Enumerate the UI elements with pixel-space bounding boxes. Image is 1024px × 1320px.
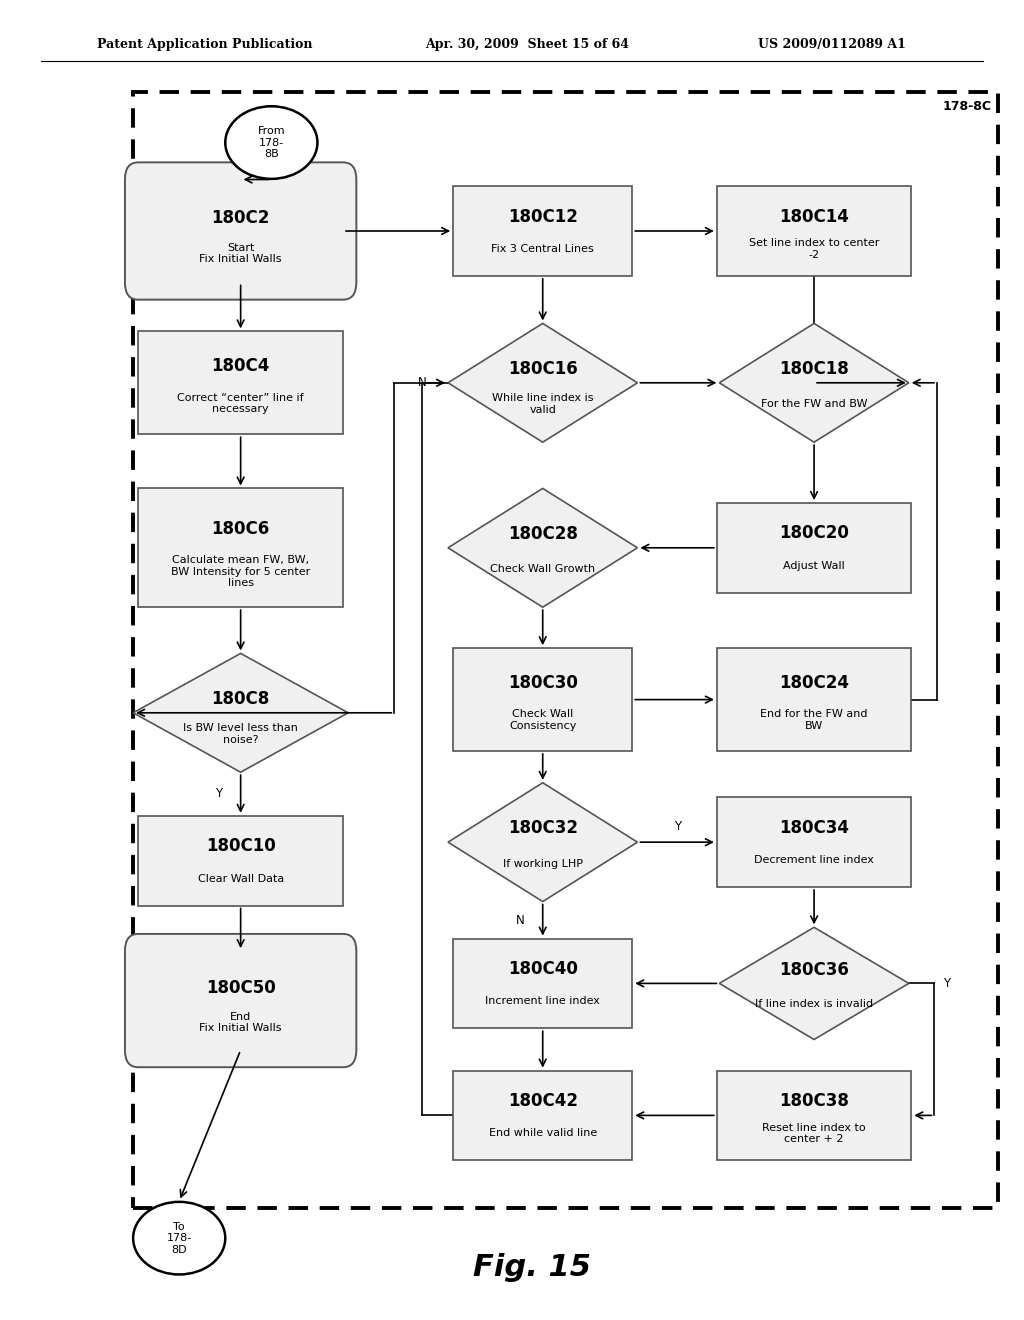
Text: Decrement line index: Decrement line index [754,855,874,865]
Text: 180C16: 180C16 [508,359,578,378]
Text: For the FW and BW: For the FW and BW [761,399,867,409]
Text: 180C10: 180C10 [206,837,275,855]
Text: Patent Application Publication: Patent Application Publication [97,38,312,51]
Text: Y: Y [943,977,950,990]
Text: If line index is invalid: If line index is invalid [755,999,873,1008]
Text: While line index is
valid: While line index is valid [492,393,594,414]
Text: Adjust Wall: Adjust Wall [783,561,845,570]
Polygon shape [449,783,637,902]
Text: 180C2: 180C2 [211,209,270,227]
FancyBboxPatch shape [717,1071,911,1160]
Text: End for the FW and
BW: End for the FW and BW [761,709,867,731]
Text: 180C6: 180C6 [212,520,269,537]
Text: From
178-
8B: From 178- 8B [258,125,285,160]
FancyBboxPatch shape [125,162,356,300]
Text: Set line index to center
-2: Set line index to center -2 [749,238,880,260]
Text: 180C12: 180C12 [508,207,578,226]
Text: 180C42: 180C42 [508,1092,578,1110]
Polygon shape [719,323,909,442]
Text: To
178-
8D: To 178- 8D [167,1221,191,1255]
Text: 180C20: 180C20 [779,524,849,543]
Text: Check Wall Growth: Check Wall Growth [490,564,595,574]
Polygon shape [133,653,348,772]
FancyBboxPatch shape [717,186,911,276]
Text: 180C40: 180C40 [508,960,578,978]
FancyBboxPatch shape [717,503,911,593]
Text: Calculate mean FW, BW,
BW Intensity for 5 center
lines: Calculate mean FW, BW, BW Intensity for … [171,554,310,589]
Text: US 2009/0112089 A1: US 2009/0112089 A1 [758,38,905,51]
Text: 180C34: 180C34 [779,818,849,837]
Text: Check Wall
Consistency: Check Wall Consistency [509,709,577,731]
Ellipse shape [225,107,317,178]
Text: End
Fix Initial Walls: End Fix Initial Walls [200,1011,282,1034]
Text: Increment line index: Increment line index [485,997,600,1006]
FancyBboxPatch shape [717,797,911,887]
Text: 180C36: 180C36 [779,961,849,979]
FancyBboxPatch shape [453,939,632,1028]
Text: N: N [418,376,427,389]
Text: End while valid line: End while valid line [488,1129,597,1138]
FancyBboxPatch shape [717,648,911,751]
FancyBboxPatch shape [453,1071,632,1160]
Text: 180C24: 180C24 [779,675,849,692]
FancyBboxPatch shape [125,935,356,1067]
Polygon shape [449,488,637,607]
Text: 180C38: 180C38 [779,1092,849,1110]
Text: 180C4: 180C4 [211,358,270,375]
Text: Y: Y [215,788,221,800]
Text: Apr. 30, 2009  Sheet 15 of 64: Apr. 30, 2009 Sheet 15 of 64 [425,38,629,51]
Text: Is BW level less than
noise?: Is BW level less than noise? [183,723,298,744]
Ellipse shape [133,1201,225,1275]
Polygon shape [719,927,909,1040]
Text: 180C32: 180C32 [508,818,578,837]
Text: Fig. 15: Fig. 15 [473,1253,592,1282]
Text: 180C50: 180C50 [206,978,275,997]
Text: 180C28: 180C28 [508,524,578,543]
Text: If working LHP: If working LHP [503,858,583,869]
Text: Fix 3 Central Lines: Fix 3 Central Lines [492,244,594,253]
Text: 180C18: 180C18 [779,359,849,378]
Text: 180C8: 180C8 [212,689,269,708]
Text: 180C14: 180C14 [779,207,849,226]
Text: Clear Wall Data: Clear Wall Data [198,874,284,883]
FancyBboxPatch shape [138,488,343,607]
FancyBboxPatch shape [453,186,632,276]
Text: Start
Fix Initial Walls: Start Fix Initial Walls [200,243,282,264]
Text: Correct “center” line if
necessary: Correct “center” line if necessary [177,392,304,414]
Text: 180C30: 180C30 [508,675,578,692]
FancyBboxPatch shape [453,648,632,751]
Text: N: N [516,913,524,927]
Polygon shape [449,323,637,442]
FancyBboxPatch shape [138,331,343,434]
FancyBboxPatch shape [138,816,343,906]
Text: Y: Y [674,820,681,833]
Text: Reset line index to
center + 2: Reset line index to center + 2 [762,1122,866,1144]
Text: 178-8C: 178-8C [942,100,991,114]
